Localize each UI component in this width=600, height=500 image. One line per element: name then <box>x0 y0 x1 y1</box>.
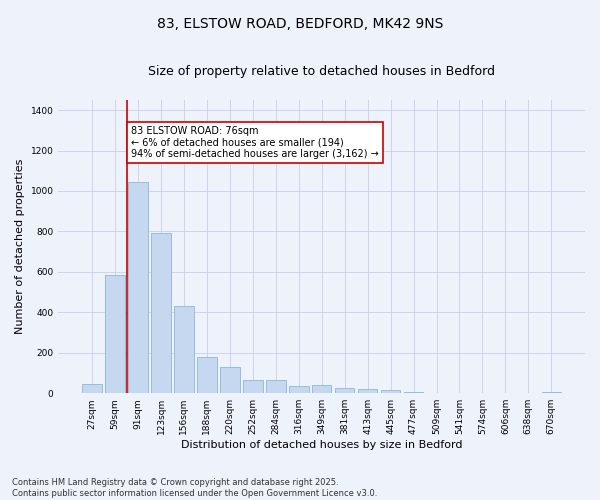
Bar <box>312 384 331 393</box>
Bar <box>106 275 125 393</box>
Bar <box>542 392 561 393</box>
Bar <box>404 392 424 393</box>
Text: 83, ELSTOW ROAD, BEDFORD, MK42 9NS: 83, ELSTOW ROAD, BEDFORD, MK42 9NS <box>157 18 443 32</box>
Bar <box>266 380 286 393</box>
Y-axis label: Number of detached properties: Number of detached properties <box>15 159 25 334</box>
Bar <box>243 380 263 393</box>
Bar <box>381 390 400 393</box>
Bar <box>220 368 239 393</box>
Bar <box>358 389 377 393</box>
Text: Contains HM Land Registry data © Crown copyright and database right 2025.
Contai: Contains HM Land Registry data © Crown c… <box>12 478 377 498</box>
Bar <box>151 234 171 393</box>
Bar <box>82 384 102 393</box>
Bar <box>128 182 148 393</box>
Bar <box>174 306 194 393</box>
Text: 83 ELSTOW ROAD: 76sqm
← 6% of detached houses are smaller (194)
94% of semi-deta: 83 ELSTOW ROAD: 76sqm ← 6% of detached h… <box>131 126 379 160</box>
X-axis label: Distribution of detached houses by size in Bedford: Distribution of detached houses by size … <box>181 440 463 450</box>
Bar <box>335 388 355 393</box>
Bar <box>289 386 308 393</box>
Title: Size of property relative to detached houses in Bedford: Size of property relative to detached ho… <box>148 65 495 78</box>
Bar <box>197 357 217 393</box>
